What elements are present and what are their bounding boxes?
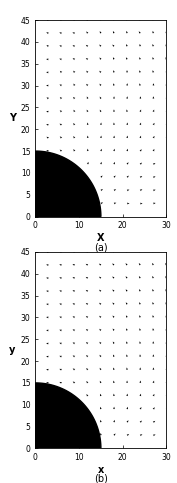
Polygon shape: [35, 151, 101, 216]
Polygon shape: [35, 383, 101, 448]
X-axis label: x: x: [98, 465, 104, 475]
Text: (a): (a): [94, 242, 108, 252]
X-axis label: X: X: [97, 233, 105, 243]
Y-axis label: y: y: [9, 345, 16, 355]
Y-axis label: Y: Y: [9, 114, 16, 123]
Text: (b): (b): [94, 474, 108, 483]
